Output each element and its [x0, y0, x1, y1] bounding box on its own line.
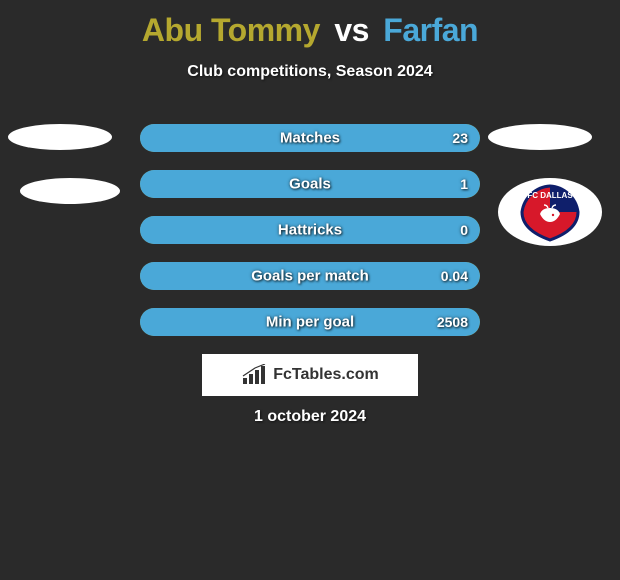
- subtitle: Club competitions, Season 2024: [0, 63, 620, 81]
- stat-bar: Hattricks 0: [140, 216, 480, 244]
- svg-text:FC DALLAS: FC DALLAS: [527, 191, 573, 200]
- stat-value-player2: 1: [460, 176, 468, 192]
- player2-badge-placeholder: [488, 124, 592, 150]
- title-vs: vs: [334, 12, 369, 48]
- brand-footer: FcTables.com: [202, 354, 418, 396]
- stat-value-player2: 0: [460, 222, 468, 238]
- stat-bar: Goals 1: [140, 170, 480, 198]
- title-player2: Farfan: [383, 12, 478, 48]
- stat-value-player2: 23: [452, 130, 468, 146]
- stat-label: Hattricks: [278, 222, 342, 239]
- brand-text: FcTables.com: [273, 366, 379, 384]
- player1-badge-placeholder-2: [20, 178, 120, 204]
- page-title: Abu Tommy vs Farfan: [0, 0, 620, 49]
- as-of-date: 1 october 2024: [0, 408, 620, 426]
- stat-label: Min per goal: [266, 314, 354, 331]
- club-badge-fc-dallas: FC DALLAS: [498, 178, 602, 246]
- stat-value-player2: 2508: [437, 314, 468, 330]
- stat-value-player2: 0.04: [441, 268, 468, 284]
- brand-chart-icon: [241, 364, 267, 386]
- stats-comparison-chart: Matches 23 Goals 1 Hattricks 0 Goals per match…: [140, 124, 480, 354]
- stat-label: Matches: [280, 130, 340, 147]
- title-player1: Abu Tommy: [142, 12, 320, 48]
- stat-label: Goals: [289, 176, 331, 193]
- player1-badge-placeholder-1: [8, 124, 112, 150]
- stat-label: Goals per match: [251, 268, 369, 285]
- club-crest-icon: FC DALLAS: [498, 178, 602, 246]
- stat-bar: Goals per match 0.04: [140, 262, 480, 290]
- stat-bar: Matches 23: [140, 124, 480, 152]
- stat-bar: Min per goal 2508: [140, 308, 480, 336]
